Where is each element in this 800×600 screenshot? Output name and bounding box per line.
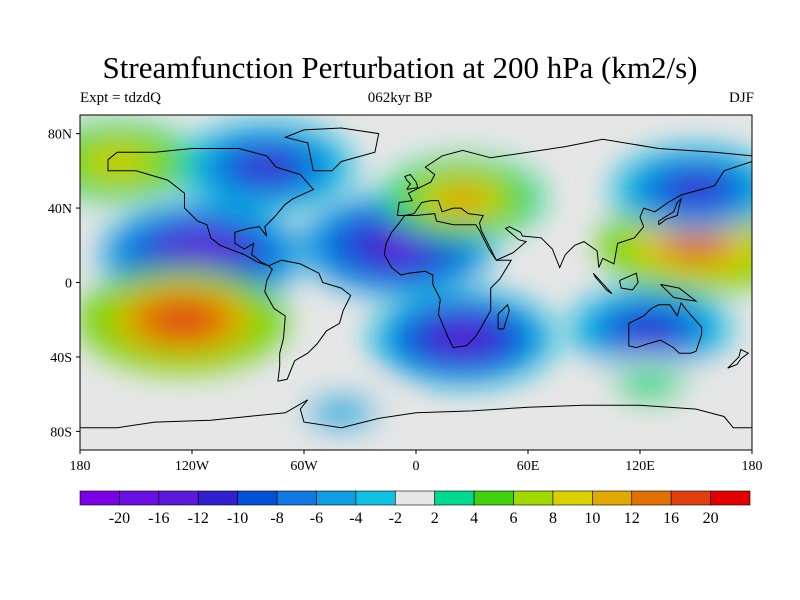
longitude-axis: 180 120W 60W 0 60E 120E 180 [70, 450, 763, 474]
coastline-path [592, 272, 613, 295]
colorbar-swatch [631, 490, 672, 506]
colorbar-swatch [316, 490, 357, 506]
field-blob [381, 237, 413, 254]
colorbar-swatch [237, 490, 278, 506]
colorbar-swatch [592, 490, 633, 506]
lon-tick-label: 120E [625, 459, 655, 474]
right-string: DJF [728, 90, 754, 106]
coastline-path [80, 399, 752, 429]
colorbar-swatch [473, 490, 514, 506]
coastline-path [619, 272, 639, 291]
colorbar-label: 2 [431, 510, 439, 527]
field-blob [185, 246, 218, 263]
coastlines [80, 127, 752, 429]
lat-tick-label: 40N [48, 202, 72, 217]
colorbar-swatch [513, 490, 554, 506]
colorbar-swatch [276, 490, 317, 506]
colorbar: -20 -16 -12 -10 -8 -6 -4 -2 2 4 6 8 10 12 16 20 [79, 490, 751, 527]
coastline-path [658, 197, 683, 226]
colorbar-swatch [355, 490, 396, 506]
plot-title: Streamfunction Perturbation at 200 hPa (… [102, 50, 698, 85]
field-blob [636, 322, 663, 336]
colorbar-swatch [434, 490, 475, 506]
field-blob [332, 407, 351, 418]
colorbar-swatch [158, 490, 199, 506]
coastline-path [497, 303, 510, 330]
coastline-path [727, 348, 750, 369]
coastline-path [628, 301, 703, 354]
streamfunction-field [80, 121, 752, 443]
coastline-path [107, 148, 315, 267]
lon-tick-label: 60E [517, 459, 540, 474]
colorbar-swatch [552, 490, 593, 506]
colorbar-swatch [79, 490, 120, 506]
coastline-path [264, 259, 352, 382]
field-blob [449, 192, 476, 206]
map-area [79, 114, 753, 451]
left-string: Expt = tdzdQ [80, 90, 161, 106]
coastline-path [396, 138, 752, 269]
colorbar-label: 12 [624, 510, 640, 527]
lat-tick-label: 40S [50, 351, 72, 366]
colorbar-swatch [119, 490, 160, 506]
lon-tick-label: 120W [175, 459, 210, 474]
colorbar-label: -8 [270, 510, 283, 527]
field-blob [104, 155, 130, 168]
lon-tick-label: 180 [742, 459, 763, 474]
colorbar-label: -10 [227, 510, 248, 527]
lon-tick-label: 0 [413, 459, 420, 474]
colorbar-swatch [670, 490, 711, 506]
colorbar-label: -16 [148, 510, 169, 527]
colorbar-label: 4 [470, 510, 478, 527]
lon-tick-label: 180 [70, 459, 91, 474]
lat-tick-label: 80S [50, 425, 72, 440]
colorbar-label: 16 [663, 510, 679, 527]
latitude-axis: 80N 40N 0 40S 80S [48, 128, 80, 440]
coastline-path [404, 174, 419, 190]
coastline-path [660, 283, 698, 302]
field-blob [680, 237, 712, 254]
lat-tick-label: 0 [65, 277, 72, 292]
lat-tick-label: 80N [48, 128, 72, 143]
lon-tick-label: 60W [290, 459, 318, 474]
colorbar-label: -12 [188, 510, 209, 527]
colorbar-label: -2 [389, 510, 402, 527]
colorbar-label: -20 [109, 510, 130, 527]
field-blob [682, 182, 710, 197]
colorbar-label: 8 [549, 510, 557, 527]
center-string: 062kyr BP [367, 90, 433, 106]
colorbar-swatch [197, 490, 238, 506]
colorbar-label: 20 [703, 510, 719, 527]
colorbar-label: 6 [510, 510, 518, 527]
coastline-path [383, 213, 513, 349]
colorbar-label: -4 [349, 510, 362, 527]
field-blob [640, 380, 659, 390]
colorbar-swatch [710, 490, 751, 506]
coastline-path [283, 127, 380, 172]
colorbar-label: -6 [310, 510, 323, 527]
field-blob [447, 330, 478, 346]
colorbar-swatch [394, 490, 436, 506]
field-blob [166, 311, 200, 329]
colorbar-label: 10 [584, 510, 600, 527]
